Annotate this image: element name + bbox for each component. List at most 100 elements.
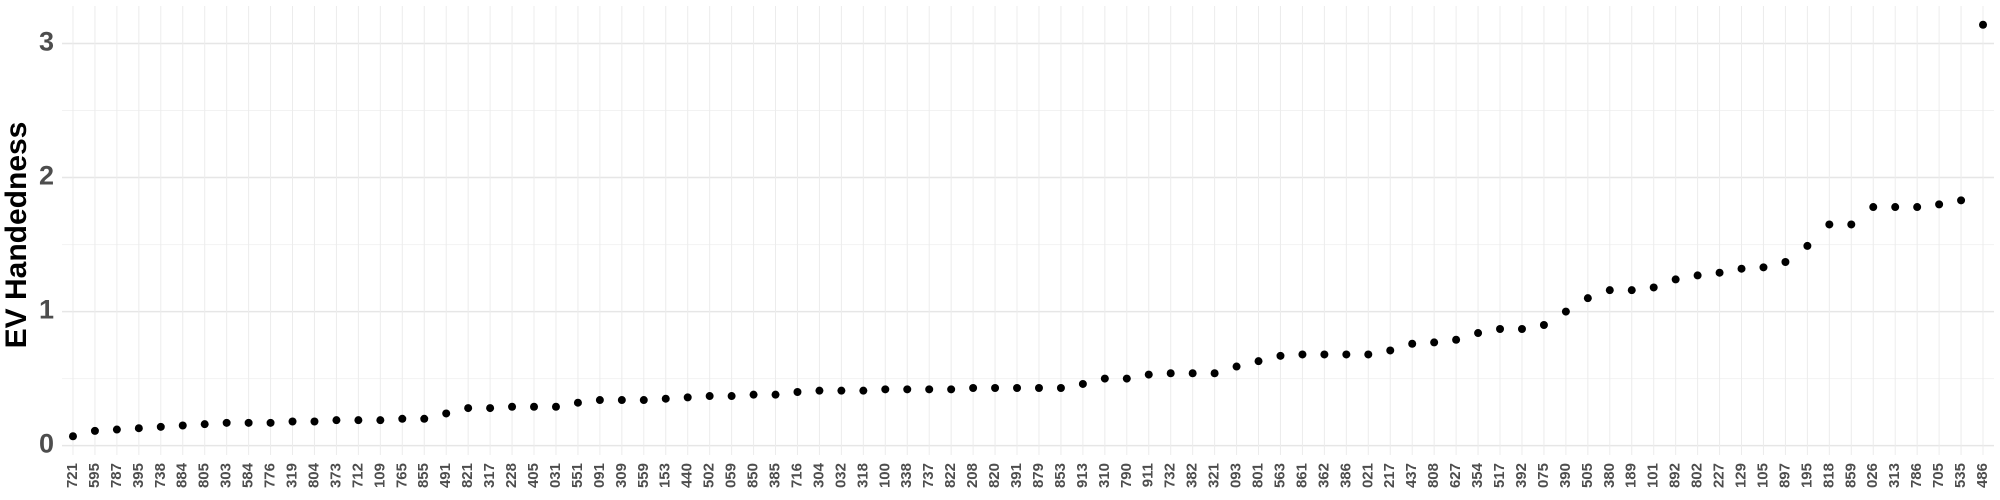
x-tick-label: 075: [1535, 463, 1552, 488]
point: [1957, 196, 1966, 205]
x-tick-label: 884: [174, 462, 191, 488]
point: [903, 385, 912, 394]
point: [1693, 271, 1702, 280]
point: [398, 414, 407, 423]
point: [771, 390, 780, 399]
x-tick-label: 091: [591, 463, 608, 488]
point: [749, 390, 758, 399]
point: [881, 385, 890, 394]
point: [859, 386, 868, 395]
point: [969, 383, 978, 392]
point: [1715, 268, 1724, 277]
x-tick-label: 109: [371, 463, 388, 488]
x-tick-label: 391: [1008, 463, 1025, 488]
point: [925, 385, 934, 394]
x-tick-label: 321: [1206, 463, 1223, 488]
x-tick-label: 804: [305, 462, 322, 488]
point: [1386, 346, 1395, 355]
x-tick-label: 850: [745, 463, 762, 488]
x-tick-label: 820: [986, 463, 1003, 488]
point: [1342, 350, 1351, 359]
point: [1869, 203, 1878, 212]
point: [310, 417, 319, 426]
point: [595, 396, 604, 405]
point: [332, 416, 341, 425]
x-tick-label: 153: [657, 463, 674, 488]
x-tick-label: 859: [1842, 463, 1859, 488]
x-tick-label: 584: [240, 462, 257, 488]
point: [1474, 329, 1483, 338]
point: [1122, 374, 1131, 383]
point: [90, 426, 99, 435]
y-tick-label: 2: [39, 161, 54, 191]
x-tick-label: 802: [1689, 463, 1706, 488]
x-tick-label: 535: [1952, 463, 1969, 488]
x-tick-label: 559: [635, 463, 652, 488]
x-tick-label: 716: [788, 463, 805, 488]
point: [420, 414, 429, 423]
point: [1056, 383, 1065, 392]
x-tick-label: 129: [1732, 463, 1749, 488]
point: [1979, 20, 1988, 29]
x-tick-label: 822: [942, 463, 959, 488]
point: [1078, 379, 1087, 388]
point: [947, 385, 956, 394]
x-tick-label: 303: [218, 463, 235, 488]
point: [1188, 369, 1197, 378]
point: [1847, 220, 1856, 229]
point: [266, 418, 275, 427]
x-tick-label: 405: [525, 463, 542, 488]
x-tick-label: 563: [1271, 463, 1288, 488]
x-tick-label: 317: [481, 463, 498, 488]
x-tick-label: 093: [1228, 463, 1245, 488]
x-tick-label: 892: [1667, 463, 1684, 488]
point: [1583, 294, 1592, 303]
y-tick-label: 1: [39, 295, 54, 325]
x-tick-label: 021: [1359, 463, 1376, 488]
point: [508, 402, 517, 411]
point: [1803, 241, 1812, 250]
x-tick-label: 313: [1886, 463, 1903, 488]
x-tick-label: 765: [393, 463, 410, 488]
point: [156, 422, 165, 431]
point: [354, 416, 363, 425]
point: [200, 420, 209, 429]
point: [1144, 370, 1153, 379]
point: [617, 396, 626, 405]
point: [705, 392, 714, 401]
x-tick-label: 440: [679, 463, 696, 488]
point: [222, 418, 231, 427]
x-tick-label: 309: [613, 463, 630, 488]
point: [1649, 283, 1658, 292]
x-tick-label: 790: [1118, 463, 1135, 488]
point: [661, 394, 670, 403]
x-tick-label: 705: [1930, 463, 1947, 488]
x-tick-label: 304: [810, 462, 827, 488]
y-tick-label: 0: [39, 429, 54, 459]
x-tick-label: 801: [1249, 463, 1266, 488]
point: [1781, 257, 1790, 266]
x-tick-label: 855: [415, 463, 432, 488]
point: [1430, 338, 1439, 347]
point: [1276, 351, 1285, 360]
point: [815, 386, 824, 395]
x-tick-label: 805: [196, 463, 213, 488]
x-tick-label: 385: [766, 463, 783, 488]
point: [134, 424, 143, 433]
x-tick-label: 786: [1908, 463, 1925, 488]
x-tick-label: 026: [1864, 463, 1881, 488]
point: [178, 421, 187, 430]
x-tick-label: 318: [854, 463, 871, 488]
x-tick-label: 517: [1491, 463, 1508, 488]
x-tick-label: 032: [832, 463, 849, 488]
point: [1605, 286, 1614, 295]
x-tick-label: 362: [1315, 463, 1332, 488]
x-tick-label: 390: [1557, 463, 1574, 488]
x-tick-label: 228: [503, 463, 520, 488]
x-tick-label: 879: [1030, 463, 1047, 488]
point: [1496, 325, 1505, 334]
x-tick-label: 338: [898, 463, 915, 488]
x-tick-label: 227: [1711, 463, 1728, 488]
point: [991, 383, 1000, 392]
x-tick-label: 031: [547, 463, 564, 488]
